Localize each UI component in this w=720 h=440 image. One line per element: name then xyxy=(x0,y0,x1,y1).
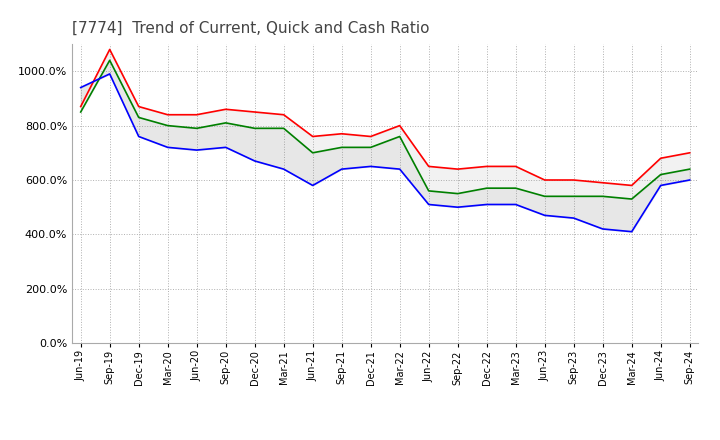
Cash Ratio xyxy=(598,226,607,231)
Cash Ratio xyxy=(338,166,346,172)
Quick Ratio xyxy=(627,196,636,202)
Quick Ratio xyxy=(570,194,578,199)
Quick Ratio xyxy=(76,110,85,115)
Cash Ratio xyxy=(454,205,462,210)
Cash Ratio xyxy=(541,213,549,218)
Current Ratio xyxy=(395,123,404,128)
Current Ratio xyxy=(76,104,85,109)
Current Ratio xyxy=(511,164,520,169)
Current Ratio xyxy=(454,166,462,172)
Current Ratio xyxy=(338,131,346,136)
Current Ratio xyxy=(105,47,114,52)
Cash Ratio xyxy=(395,166,404,172)
Cash Ratio xyxy=(251,158,259,164)
Cash Ratio xyxy=(163,145,172,150)
Cash Ratio xyxy=(366,164,375,169)
Cash Ratio xyxy=(76,85,85,90)
Quick Ratio xyxy=(366,145,375,150)
Cash Ratio xyxy=(192,147,201,153)
Cash Ratio xyxy=(511,202,520,207)
Cash Ratio xyxy=(482,202,491,207)
Quick Ratio xyxy=(598,194,607,199)
Cash Ratio xyxy=(221,145,230,150)
Quick Ratio xyxy=(511,186,520,191)
Cash Ratio xyxy=(105,71,114,77)
Cash Ratio xyxy=(279,166,288,172)
Current Ratio xyxy=(221,106,230,112)
Cash Ratio xyxy=(570,216,578,221)
Quick Ratio xyxy=(482,186,491,191)
Quick Ratio xyxy=(251,126,259,131)
Current Ratio xyxy=(627,183,636,188)
Cash Ratio xyxy=(685,177,694,183)
Quick Ratio xyxy=(135,115,143,120)
Quick Ratio xyxy=(541,194,549,199)
Current Ratio xyxy=(192,112,201,117)
Current Ratio xyxy=(366,134,375,139)
Current Ratio xyxy=(251,110,259,115)
Line: Cash Ratio: Cash Ratio xyxy=(81,74,690,232)
Quick Ratio xyxy=(685,166,694,172)
Cash Ratio xyxy=(424,202,433,207)
Quick Ratio xyxy=(221,120,230,125)
Cash Ratio xyxy=(135,134,143,139)
Cash Ratio xyxy=(657,183,665,188)
Quick Ratio xyxy=(424,188,433,194)
Cash Ratio xyxy=(627,229,636,235)
Line: Quick Ratio: Quick Ratio xyxy=(81,60,690,199)
Line: Current Ratio: Current Ratio xyxy=(81,49,690,185)
Current Ratio xyxy=(279,112,288,117)
Current Ratio xyxy=(685,150,694,155)
Quick Ratio xyxy=(105,58,114,63)
Current Ratio xyxy=(657,156,665,161)
Quick Ratio xyxy=(163,123,172,128)
Current Ratio xyxy=(135,104,143,109)
Quick Ratio xyxy=(657,172,665,177)
Cash Ratio xyxy=(308,183,317,188)
Quick Ratio xyxy=(338,145,346,150)
Quick Ratio xyxy=(279,126,288,131)
Current Ratio xyxy=(424,164,433,169)
Text: [7774]  Trend of Current, Quick and Cash Ratio: [7774] Trend of Current, Quick and Cash … xyxy=(72,21,430,36)
Current Ratio xyxy=(570,177,578,183)
Current Ratio xyxy=(541,177,549,183)
Current Ratio xyxy=(598,180,607,185)
Current Ratio xyxy=(482,164,491,169)
Quick Ratio xyxy=(308,150,317,155)
Current Ratio xyxy=(163,112,172,117)
Current Ratio xyxy=(308,134,317,139)
Quick Ratio xyxy=(395,134,404,139)
Quick Ratio xyxy=(192,126,201,131)
Quick Ratio xyxy=(454,191,462,196)
